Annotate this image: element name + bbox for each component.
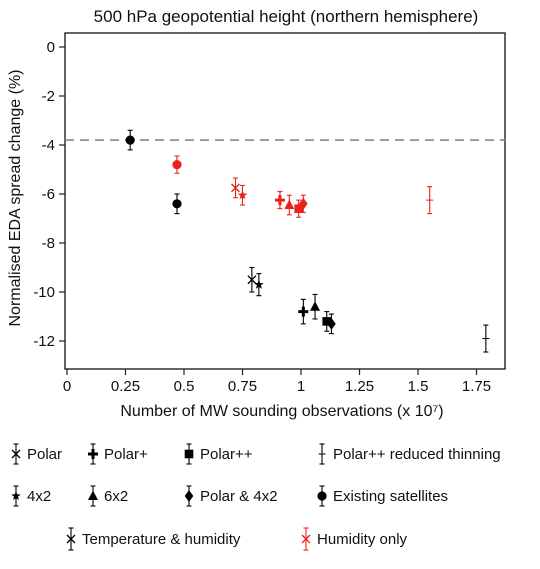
legend-item: 4x2 xyxy=(11,485,51,507)
data-point-plus xyxy=(298,298,309,325)
data-point-x xyxy=(247,266,257,293)
legend-label: Polar & 4x2 xyxy=(200,488,278,505)
data-point-plus xyxy=(274,191,285,210)
legend-color-label: Humidity only xyxy=(317,531,408,548)
y-tick-label: -4 xyxy=(42,137,55,154)
legend-label: 6x2 xyxy=(104,488,128,505)
legend-label: Existing satellites xyxy=(333,488,448,505)
data-point-circle xyxy=(125,129,135,151)
data-point-x xyxy=(231,177,240,199)
axis-ticks: 0 0.25 0.5 0.75 1 1.25 1.5 1.75 0 -2 -4 -6 -8 -10 -12 xyxy=(33,39,491,395)
legend-color-label: Temperature & humidity xyxy=(82,531,241,548)
legend-color-item: Humidity only xyxy=(301,527,408,551)
legend: Polar Polar+ Polar++ Polar++ reduced thinni… xyxy=(11,443,501,551)
x-tick-label: 1.5 xyxy=(408,378,429,395)
data-point-square xyxy=(322,311,332,332)
y-axis-label: Normalised EDA spread change (%) xyxy=(7,69,24,326)
data-point-triangle xyxy=(310,293,321,320)
x-tick-label: 0.25 xyxy=(111,378,140,395)
data-point-star xyxy=(254,273,264,297)
legend-item: Polar xyxy=(11,443,62,465)
legend-item: Polar++ reduced thinning xyxy=(318,443,501,465)
chart-title: 500 hPa geopotential height (northern he… xyxy=(94,7,479,26)
legend-label: Polar+ xyxy=(104,446,148,463)
legend-item: Polar+ xyxy=(88,443,148,465)
data-point-triangle xyxy=(284,194,295,216)
data-point-thin xyxy=(426,186,434,215)
data-point-square xyxy=(294,199,303,218)
x-tick-label: 1.25 xyxy=(345,378,374,395)
legend-item: Existing satellites xyxy=(317,485,448,507)
x-tick-label: 1.75 xyxy=(462,378,491,395)
legend-label: 4x2 xyxy=(27,488,51,505)
y-tick-label: -8 xyxy=(42,235,55,252)
x-tick-label: 0.5 xyxy=(174,378,195,395)
x-tick-label: 0 xyxy=(63,378,71,395)
data-point-diamond xyxy=(299,194,308,213)
x-tick-label: 0.75 xyxy=(228,378,257,395)
y-tick-label: -6 xyxy=(42,186,55,203)
legend-label: Polar++ xyxy=(200,446,253,463)
data-points xyxy=(125,129,490,353)
legend-label: Polar++ reduced thinning xyxy=(333,446,501,463)
data-point-star xyxy=(237,184,248,206)
legend-item: Polar++ xyxy=(184,443,253,465)
legend-item: 6x2 xyxy=(88,485,128,507)
data-point-thin xyxy=(482,324,490,353)
plot-frame xyxy=(64,32,506,370)
y-tick-label: -2 xyxy=(42,88,55,105)
y-tick-label: -12 xyxy=(33,333,55,350)
data-point-diamond xyxy=(327,313,336,335)
data-point-circle xyxy=(172,193,182,215)
legend-label: Polar xyxy=(27,446,62,463)
x-tick-label: 1 xyxy=(297,378,305,395)
data-point-circle xyxy=(172,155,182,174)
legend-item: Polar & 4x2 xyxy=(184,485,278,507)
legend-color-item: Temperature & humidity xyxy=(66,527,241,551)
y-tick-label: 0 xyxy=(47,39,55,56)
y-tick-label: -10 xyxy=(33,284,55,301)
x-axis-label: Number of MW sounding observations (x 10… xyxy=(120,403,443,420)
